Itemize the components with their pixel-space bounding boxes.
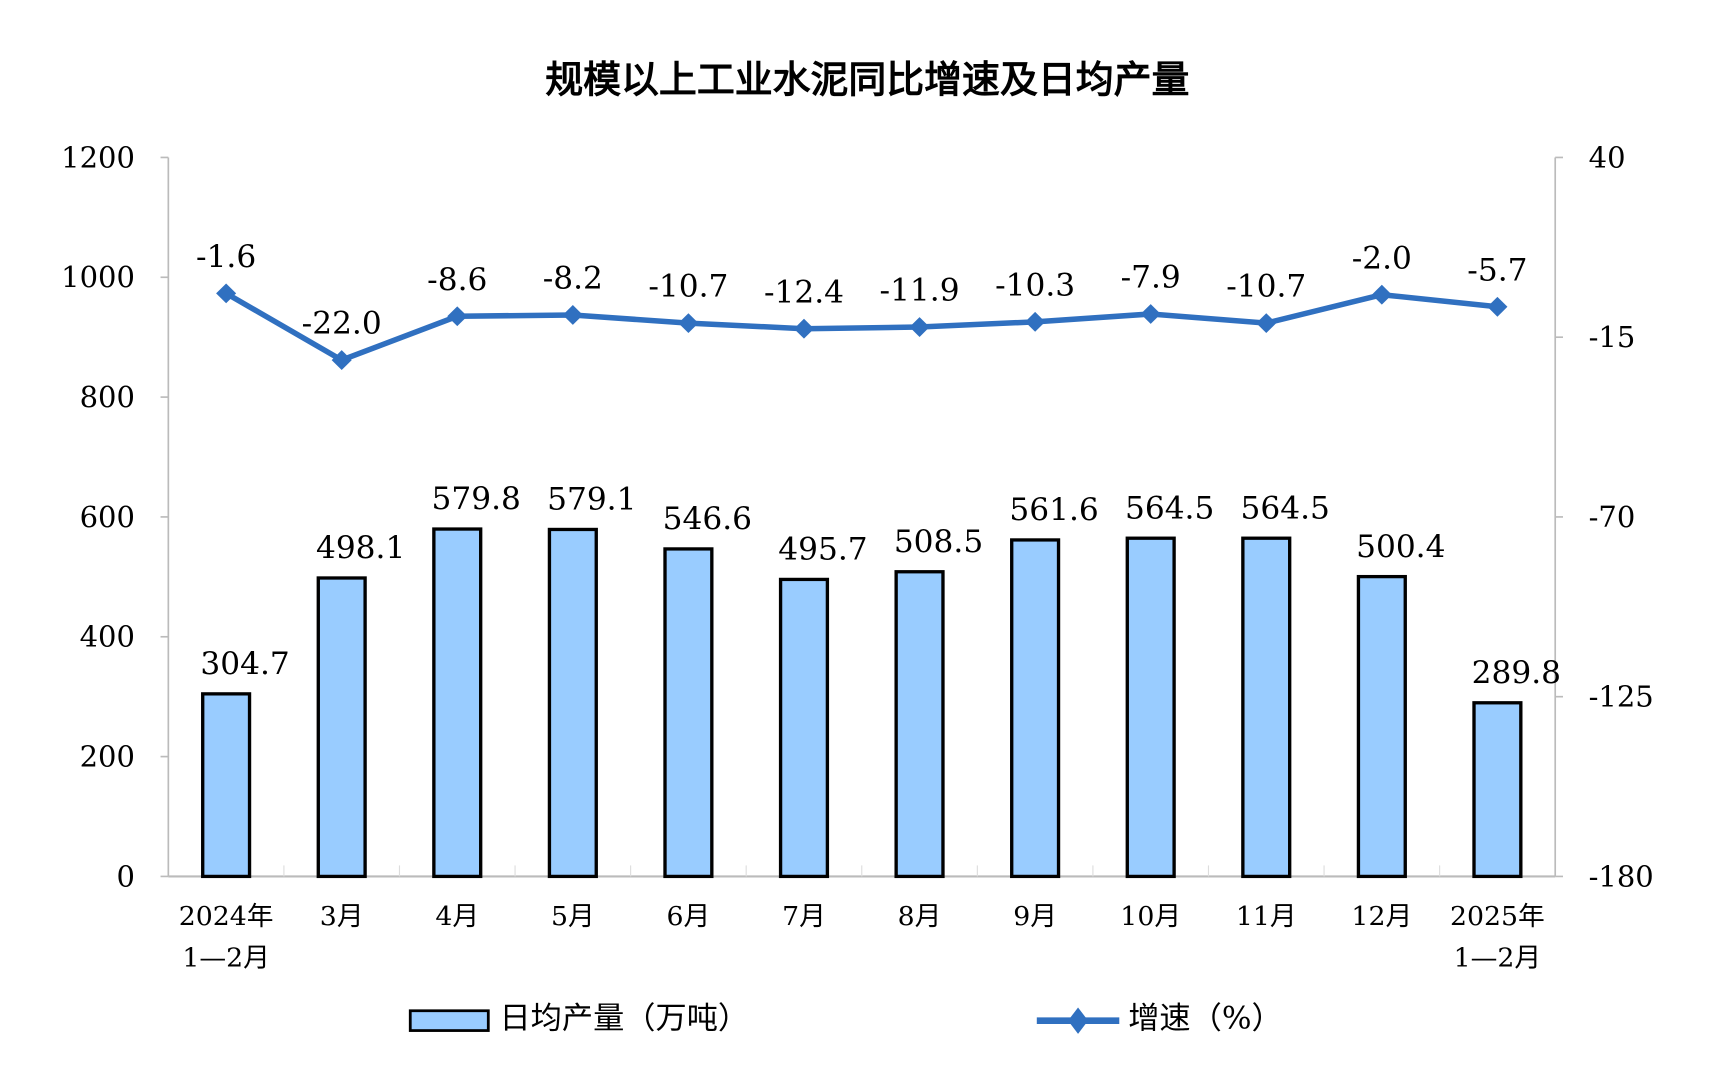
bar	[316, 576, 367, 879]
line-marker	[447, 306, 468, 327]
x-tick-label: 9月	[1013, 901, 1057, 932]
bar	[1356, 574, 1407, 879]
line-data-label: -22.0	[302, 306, 382, 342]
bar-data-label: 546.6	[663, 501, 752, 537]
growth-line	[224, 291, 1498, 364]
line-data-label: -10.7	[1226, 269, 1306, 305]
legend-line-marker	[1068, 1007, 1089, 1034]
bar	[1241, 536, 1292, 879]
x-tick-label: 3月	[320, 901, 364, 932]
legend-bar-swatch	[408, 1009, 490, 1032]
bar-data-label: 304.7	[200, 646, 289, 682]
bar-data-label: 289.8	[1472, 655, 1561, 691]
bar	[1472, 701, 1523, 879]
line-marker	[909, 317, 930, 337]
right-tick-label: -15	[1589, 320, 1636, 354]
bar	[1125, 536, 1176, 879]
x-tick-label: 2024年	[179, 901, 274, 932]
left-tick-label: 200	[80, 740, 135, 774]
bar	[547, 527, 598, 879]
bar-data-label: 579.8	[432, 481, 521, 517]
line-data-label: -7.9	[1121, 260, 1181, 296]
left-tick-label: 1000	[61, 260, 135, 294]
right-tick-label: 40	[1589, 141, 1626, 175]
bar	[201, 692, 252, 879]
left-tick-label: 600	[80, 500, 135, 534]
legend: 日均产量（万吨） 增速（%）	[408, 1001, 1283, 1037]
bar-data-label: 495.7	[778, 532, 867, 568]
legend-line-label: 增速（%）	[1128, 1001, 1283, 1037]
line-data-label: -1.6	[196, 239, 256, 275]
x-tick-label: 1—2月	[182, 943, 270, 974]
line-marker	[1371, 284, 1392, 305]
line-marker	[562, 305, 583, 325]
bar-data-label: 561.6	[1009, 492, 1098, 528]
bar	[1010, 538, 1061, 879]
bar-data-label: 564.5	[1125, 491, 1214, 527]
x-tick-label: 6月	[667, 901, 711, 932]
bar-data-label: 500.4	[1356, 529, 1445, 565]
line-marker	[331, 350, 352, 370]
right-tick-label: -70	[1589, 500, 1636, 534]
x-tick-label: 12月	[1351, 901, 1412, 932]
x-tick-label: 1—2月	[1454, 943, 1542, 974]
legend-bar-label: 日均产量（万吨）	[499, 1001, 749, 1037]
line-marker	[1140, 304, 1161, 324]
bar	[778, 577, 830, 879]
line-data-label: -10.3	[995, 268, 1075, 304]
bar-data-label: 498.1	[316, 530, 405, 566]
x-tick-label: 2025年	[1450, 901, 1545, 932]
bar-data-label: 508.5	[894, 524, 983, 560]
line-data-label: -11.9	[880, 273, 960, 309]
line-marker	[793, 318, 815, 339]
line-marker	[1487, 296, 1508, 317]
chart-title: 规模以上工业水泥同比增速及日均产量	[545, 58, 1189, 102]
bar-data-label: 579.1	[547, 482, 636, 518]
right-tick-label: -180	[1589, 859, 1654, 893]
line-data-label: -8.2	[543, 261, 603, 297]
line-data-label: -2.0	[1352, 240, 1412, 276]
line-data-label: -12.4	[764, 274, 844, 310]
line-data-label: -8.6	[427, 262, 487, 298]
right-tick-label: -125	[1589, 680, 1654, 714]
x-tick-label: 7月	[782, 901, 826, 932]
bar-data-label: 564.5	[1241, 491, 1330, 527]
left-tick-label: 1200	[61, 141, 135, 175]
x-tick-label: 5月	[551, 901, 595, 932]
left-tick-label: 0	[116, 859, 134, 893]
bar	[432, 527, 483, 879]
line-marker	[678, 313, 699, 334]
line-marker	[1025, 311, 1046, 332]
x-tick-label: 11月	[1236, 901, 1297, 932]
line-data-label: -5.7	[1467, 253, 1527, 289]
line-marker	[216, 283, 237, 304]
x-tick-label: 4月	[435, 901, 479, 932]
bar	[663, 547, 714, 879]
line-marker	[1256, 313, 1277, 334]
bar	[894, 570, 945, 879]
left-tick-label: 400	[80, 620, 135, 654]
x-tick-label: 8月	[898, 901, 942, 932]
left-tick-label: 800	[80, 380, 135, 414]
x-tick-label: 10月	[1120, 901, 1181, 932]
line-data-label: -10.7	[648, 269, 728, 305]
